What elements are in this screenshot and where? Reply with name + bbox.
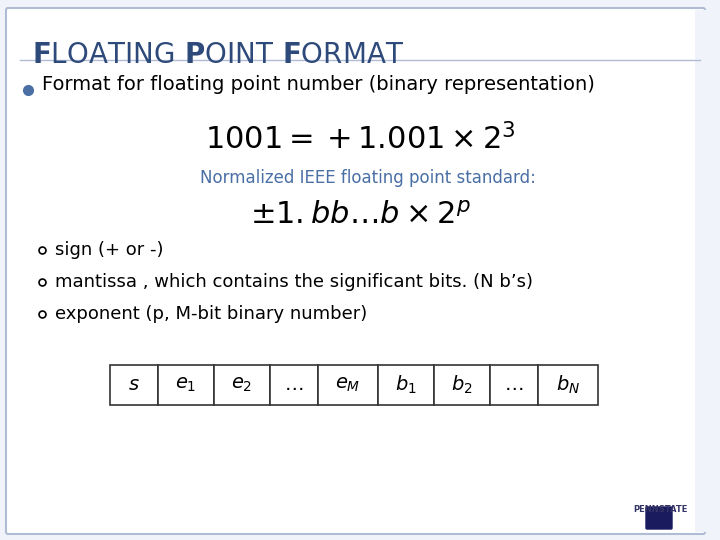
Text: $b_N$: $b_N$ — [556, 374, 580, 396]
Bar — [378, 365, 434, 405]
Text: $b_1$: $b_1$ — [395, 374, 417, 396]
Bar — [490, 365, 538, 405]
Text: $\mathbf{F}$$\mathrm{LOATING}$ $\mathbf{P}$$\mathrm{OINT}$ $\mathbf{F}$$\mathrm{: $\mathbf{F}$$\mathrm{LOATING}$ $\mathbf{… — [32, 42, 404, 69]
Text: $\pm 1.bb\ldots b \times 2^{p}$: $\pm 1.bb\ldots b \times 2^{p}$ — [250, 199, 470, 231]
Text: Normalized IEEE floating point standard:: Normalized IEEE floating point standard: — [200, 169, 536, 187]
FancyBboxPatch shape — [6, 8, 705, 534]
Text: $b_2$: $b_2$ — [451, 374, 473, 396]
Text: $\ldots$: $\ldots$ — [505, 376, 523, 394]
Bar — [695, 10, 713, 532]
Text: mantissa , which contains the significant bits. (N b’s): mantissa , which contains the significan… — [55, 273, 533, 291]
Text: Format for floating point number (binary representation): Format for floating point number (binary… — [42, 76, 595, 94]
Text: $s$: $s$ — [128, 376, 140, 394]
FancyBboxPatch shape — [646, 507, 672, 529]
Text: $e_1$: $e_1$ — [175, 376, 197, 394]
Text: $\ldots$: $\ldots$ — [284, 376, 304, 394]
Bar — [110, 365, 158, 405]
Bar — [434, 365, 490, 405]
Bar — [158, 365, 214, 405]
Bar — [214, 365, 270, 405]
Text: $1001 = +1.001 \times 2^{3}$: $1001 = +1.001 \times 2^{3}$ — [204, 124, 516, 156]
Text: sign (+ or -): sign (+ or -) — [55, 241, 163, 259]
Bar — [270, 365, 318, 405]
Bar — [318, 365, 378, 405]
Text: $e_2$: $e_2$ — [231, 376, 253, 394]
Bar — [538, 365, 598, 405]
Text: PENNSTATE: PENNSTATE — [633, 505, 687, 515]
Text: $e_M$: $e_M$ — [336, 376, 361, 394]
Text: exponent (p, M-bit binary number): exponent (p, M-bit binary number) — [55, 305, 367, 323]
